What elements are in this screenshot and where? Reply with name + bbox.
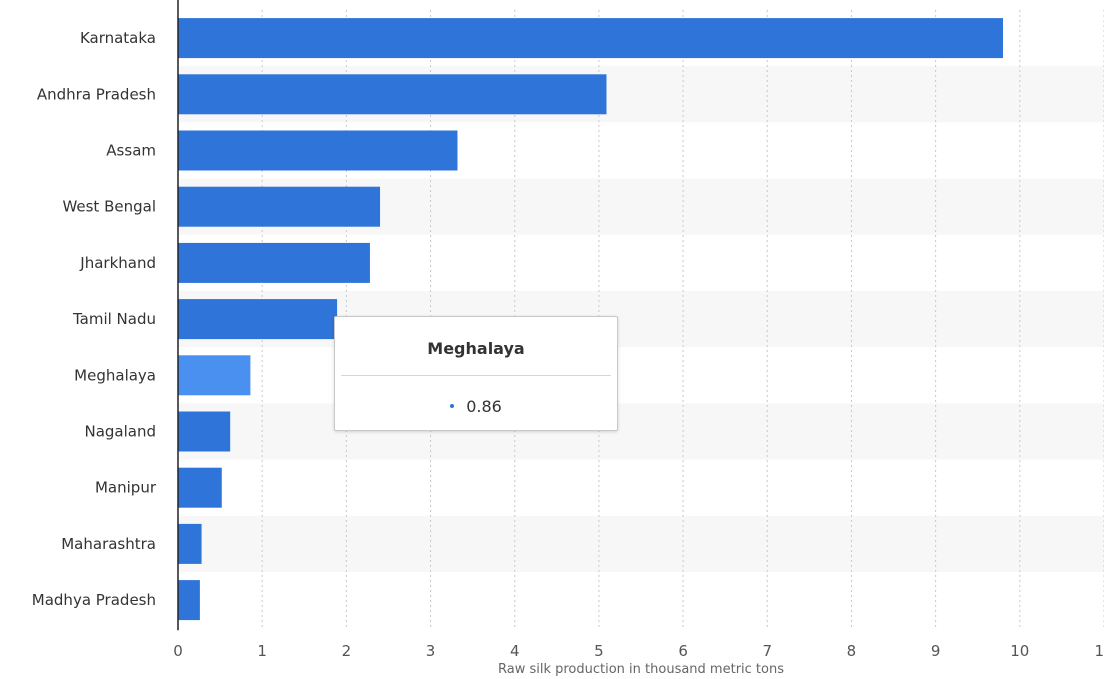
bar[interactable] bbox=[178, 18, 1003, 58]
x-tick-label: 11 bbox=[1094, 642, 1104, 660]
bar[interactable] bbox=[178, 187, 380, 227]
x-tick-labels: 0 1 2 3 4 5 6 7 8 9 10 11 bbox=[173, 642, 1104, 660]
category-label: West Bengal bbox=[62, 198, 156, 216]
bar[interactable] bbox=[178, 74, 606, 114]
category-label: Meghalaya bbox=[74, 366, 156, 384]
bar[interactable] bbox=[178, 580, 200, 620]
bar[interactable] bbox=[178, 355, 250, 395]
x-tick-label: 9 bbox=[931, 642, 941, 660]
row-band bbox=[178, 516, 1104, 572]
bar[interactable] bbox=[178, 131, 457, 171]
x-tick-label: 3 bbox=[426, 642, 436, 660]
category-label: Manipur bbox=[95, 479, 157, 497]
category-labels: Karnataka Andhra Pradesh Assam West Bengal J… bbox=[32, 29, 157, 609]
bar[interactable] bbox=[178, 412, 230, 452]
category-label: Assam bbox=[106, 142, 156, 160]
tooltip: Meghalaya 0.86 bbox=[334, 316, 618, 431]
x-tick-label: 4 bbox=[510, 642, 520, 660]
x-tick-label: 10 bbox=[1010, 642, 1029, 660]
x-tick-label: 2 bbox=[342, 642, 352, 660]
x-tick-label: 0 bbox=[173, 642, 183, 660]
series-dot-icon bbox=[450, 404, 454, 408]
bar[interactable] bbox=[178, 299, 337, 339]
category-label: Maharashtra bbox=[61, 535, 156, 553]
category-label: Andhra Pradesh bbox=[37, 85, 156, 103]
category-label: Jharkhand bbox=[79, 254, 156, 272]
bar[interactable] bbox=[178, 524, 202, 564]
category-label: Karnataka bbox=[80, 29, 156, 47]
tooltip-divider bbox=[341, 375, 611, 376]
x-tick-label: 7 bbox=[762, 642, 772, 660]
tooltip-title: Meghalaya bbox=[335, 339, 617, 358]
category-label: Tamil Nadu bbox=[72, 310, 156, 328]
x-tick-label: 5 bbox=[594, 642, 604, 660]
x-axis-label: Raw silk production in thousand metric t… bbox=[498, 662, 784, 677]
category-label: Madhya Pradesh bbox=[32, 591, 156, 609]
tooltip-value-row: 0.86 bbox=[335, 397, 617, 416]
x-tick-label: 8 bbox=[847, 642, 857, 660]
bar[interactable] bbox=[178, 243, 370, 283]
tooltip-value: 0.86 bbox=[466, 397, 502, 416]
x-tick-label: 1 bbox=[257, 642, 267, 660]
bar[interactable] bbox=[178, 468, 222, 508]
row-band bbox=[178, 403, 1104, 459]
x-tick-label: 6 bbox=[678, 642, 688, 660]
category-label: Nagaland bbox=[84, 423, 156, 441]
